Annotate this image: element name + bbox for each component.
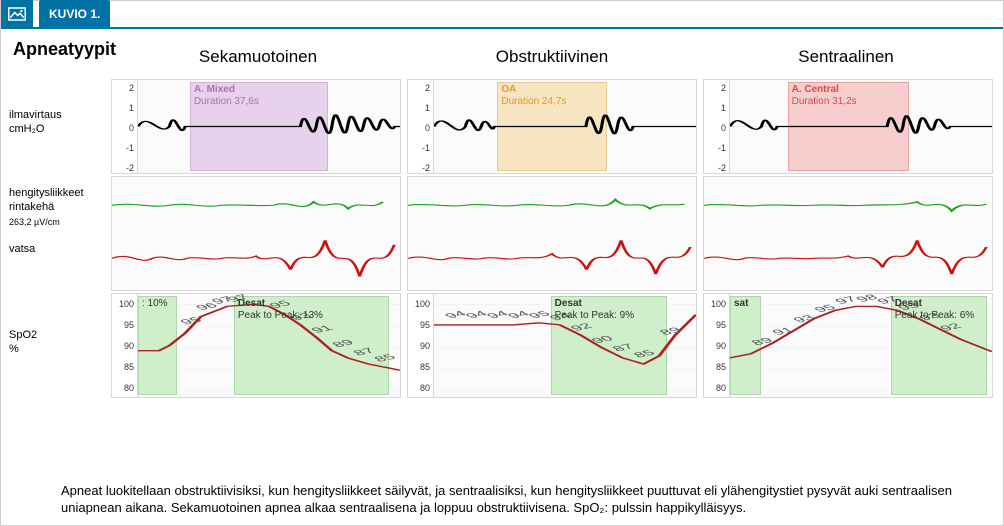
desat-label: DesatPeak to Peak: 6%: [893, 297, 977, 323]
apnea-event-label: OADuration 24,7s: [499, 83, 568, 109]
resp-label-2: rintakehä: [9, 201, 54, 214]
svg-text:89: 89: [656, 325, 684, 336]
airflow-yaxis: 210-1-2: [112, 80, 138, 173]
col-title-2: Obstruktiivinen: [405, 41, 699, 73]
resp-label-1: hengitysliikkeet: [9, 187, 84, 200]
resp-unit: 263,2 µV/cm: [9, 217, 60, 228]
panel-1: 210-1-2 OADuration 24,7s 10095908580 DesatP…: [407, 79, 697, 409]
image-icon: [1, 0, 33, 28]
airflow-label-2: cmH₂O: [9, 123, 44, 136]
spo2-yaxis: 10095908580: [112, 294, 138, 397]
resp-track: [111, 176, 401, 291]
chart-area: ilmavirtaus cmH₂O hengitysliikkeet rinta…: [1, 79, 1003, 409]
svg-text:89: 89: [329, 338, 357, 349]
desat-label: DesatPeak to Peak: 9%: [553, 297, 637, 323]
apnea-event-label: A. MixedDuration 37,6s: [192, 83, 261, 109]
col-title-1: Sekamuotoinen: [111, 41, 405, 73]
spo2-track: 10095908580DesatPeak to Peak: 9%94949494…: [407, 293, 697, 398]
desat-label: DesatPeak to Peak: 13%: [236, 297, 325, 323]
spo2-track: 10095908580sat DesatPeak to Peak: 6% 89919…: [703, 293, 993, 398]
desat-label: : 10%: [140, 297, 170, 311]
svg-text:89: 89: [748, 336, 776, 347]
desat-label: sat: [732, 297, 750, 311]
figure-tab: KUVIO 1.: [39, 0, 110, 28]
airflow-track: 210-1-2 OADuration 24,7s: [407, 79, 697, 174]
panels: 210-1-2 A. MixedDuration 37,6s 10095908580…: [111, 79, 1003, 409]
spo2-track: 10095908580: 10%DesatPeak to Peak: 13%95…: [111, 293, 401, 398]
svg-text:93: 93: [790, 313, 818, 324]
spo2-label-1: SpO2: [9, 329, 37, 342]
airflow-yaxis: 210-1-2: [704, 80, 730, 173]
resp-track: [703, 176, 993, 291]
resp-label-3: vatsa: [9, 243, 35, 256]
spo2-yaxis: 10095908580: [704, 294, 730, 397]
apnea-event-label: A. CentralDuration 31,2s: [790, 83, 859, 109]
airflow-track: 210-1-2 A. CentralDuration 31,2s: [703, 79, 993, 174]
airflow-label-1: ilmavirtaus: [9, 109, 62, 122]
panel-0: 210-1-2 A. MixedDuration 37,6s 10095908580…: [111, 79, 401, 409]
airflow-yaxis: 210-1-2: [408, 80, 434, 173]
airflow-track: 210-1-2 A. MixedDuration 37,6s: [111, 79, 401, 174]
figure-header: KUVIO 1.: [1, 1, 1003, 29]
spo2-yaxis: 10095908580: [408, 294, 434, 397]
svg-text:91: 91: [769, 325, 797, 336]
panel-2: 210-1-2 A. CentralDuration 31,2s 100959085…: [703, 79, 993, 409]
figure-caption: Apneat luokitellaan obstruktiivisiksi, k…: [61, 482, 973, 517]
row-labels: ilmavirtaus cmH₂O hengitysliikkeet rinta…: [1, 79, 111, 409]
col-title-3: Sentraalinen: [699, 41, 993, 73]
resp-track: [407, 176, 697, 291]
column-titles: Sekamuotoinen Obstruktiivinen Sentraalin…: [111, 41, 993, 73]
spo2-label-2: %: [9, 343, 19, 356]
